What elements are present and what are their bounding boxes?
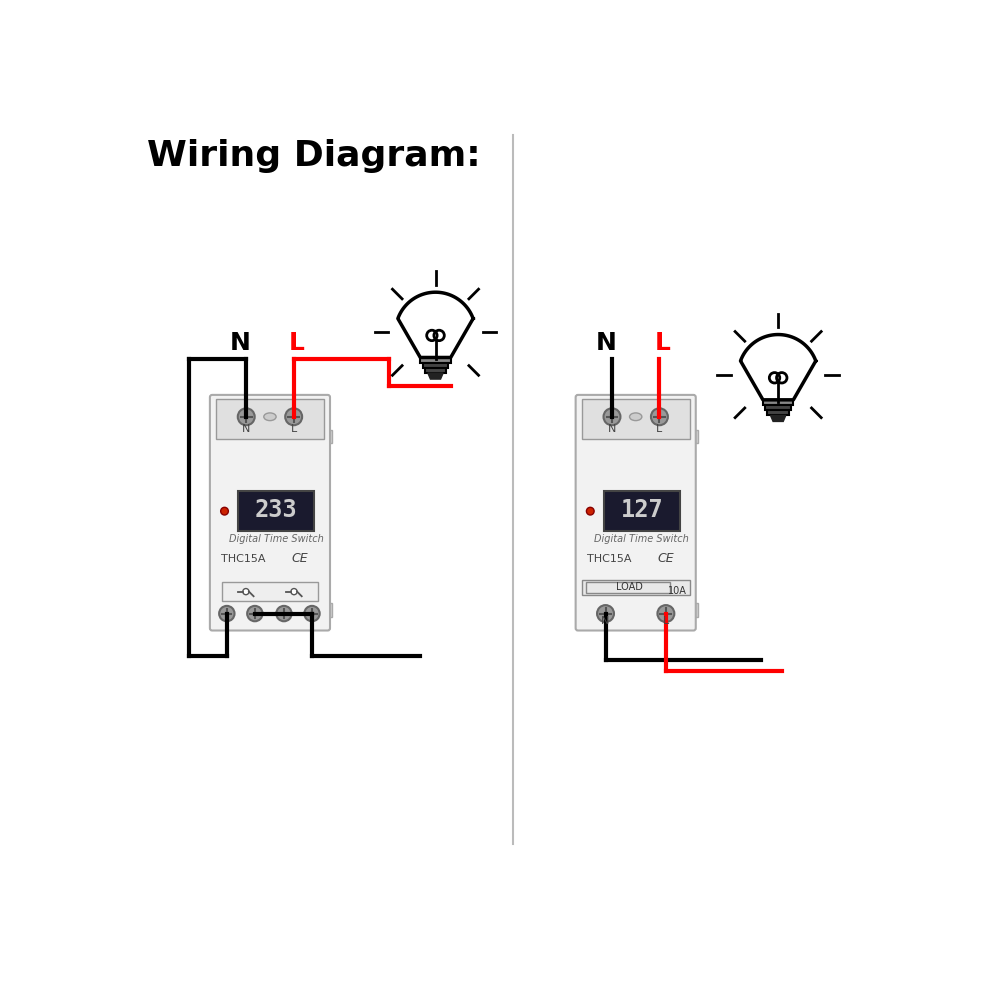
Polygon shape xyxy=(398,292,473,357)
Text: THC15A: THC15A xyxy=(587,554,632,564)
Bar xyxy=(226,603,235,617)
Text: THC15A: THC15A xyxy=(221,554,266,564)
Circle shape xyxy=(247,606,263,621)
Ellipse shape xyxy=(630,413,642,421)
Circle shape xyxy=(657,605,674,622)
Bar xyxy=(582,399,690,439)
Circle shape xyxy=(219,606,235,621)
Text: 233: 233 xyxy=(255,498,297,522)
Text: N: N xyxy=(242,424,250,434)
Bar xyxy=(216,399,324,439)
Text: 127: 127 xyxy=(620,498,663,522)
Bar xyxy=(592,430,601,443)
Circle shape xyxy=(285,408,302,425)
Bar xyxy=(425,368,446,373)
Bar xyxy=(222,582,318,601)
Bar xyxy=(767,410,789,415)
Bar xyxy=(323,603,332,617)
Circle shape xyxy=(604,408,620,425)
Text: LOAD: LOAD xyxy=(616,582,643,592)
Circle shape xyxy=(651,408,668,425)
Text: L: L xyxy=(291,424,297,434)
Text: Digital Time Switch: Digital Time Switch xyxy=(229,534,323,544)
Bar xyxy=(420,357,451,363)
Bar xyxy=(592,603,601,617)
Polygon shape xyxy=(771,415,786,421)
Circle shape xyxy=(276,606,292,621)
Circle shape xyxy=(238,408,255,425)
Text: Digital Time Switch: Digital Time Switch xyxy=(594,534,689,544)
Circle shape xyxy=(221,507,228,515)
Bar xyxy=(763,400,793,405)
Bar xyxy=(423,363,448,368)
Text: L: L xyxy=(663,616,669,626)
Text: N: N xyxy=(601,616,610,626)
Bar xyxy=(586,582,670,593)
Text: N: N xyxy=(230,331,251,355)
Bar xyxy=(765,405,791,410)
Bar xyxy=(323,430,332,443)
Text: CE: CE xyxy=(292,552,308,565)
Text: N: N xyxy=(608,424,616,434)
Bar xyxy=(226,430,235,443)
Text: N: N xyxy=(595,331,616,355)
Text: CE: CE xyxy=(657,552,674,565)
Bar xyxy=(689,603,698,617)
Polygon shape xyxy=(741,335,816,400)
Bar xyxy=(582,580,690,595)
Text: Wiring Diagram:: Wiring Diagram: xyxy=(147,139,480,173)
Ellipse shape xyxy=(264,413,276,421)
Bar xyxy=(689,430,698,443)
FancyBboxPatch shape xyxy=(210,395,330,631)
Polygon shape xyxy=(428,373,443,379)
Circle shape xyxy=(243,589,249,595)
Text: L: L xyxy=(289,331,305,355)
Text: L: L xyxy=(656,424,663,434)
Bar xyxy=(238,491,314,531)
Circle shape xyxy=(304,606,320,621)
Circle shape xyxy=(586,507,594,515)
Text: 10A: 10A xyxy=(668,586,687,596)
Circle shape xyxy=(597,605,614,622)
FancyBboxPatch shape xyxy=(576,395,696,631)
Text: L: L xyxy=(655,331,670,355)
Circle shape xyxy=(291,589,297,595)
Bar xyxy=(604,491,680,531)
